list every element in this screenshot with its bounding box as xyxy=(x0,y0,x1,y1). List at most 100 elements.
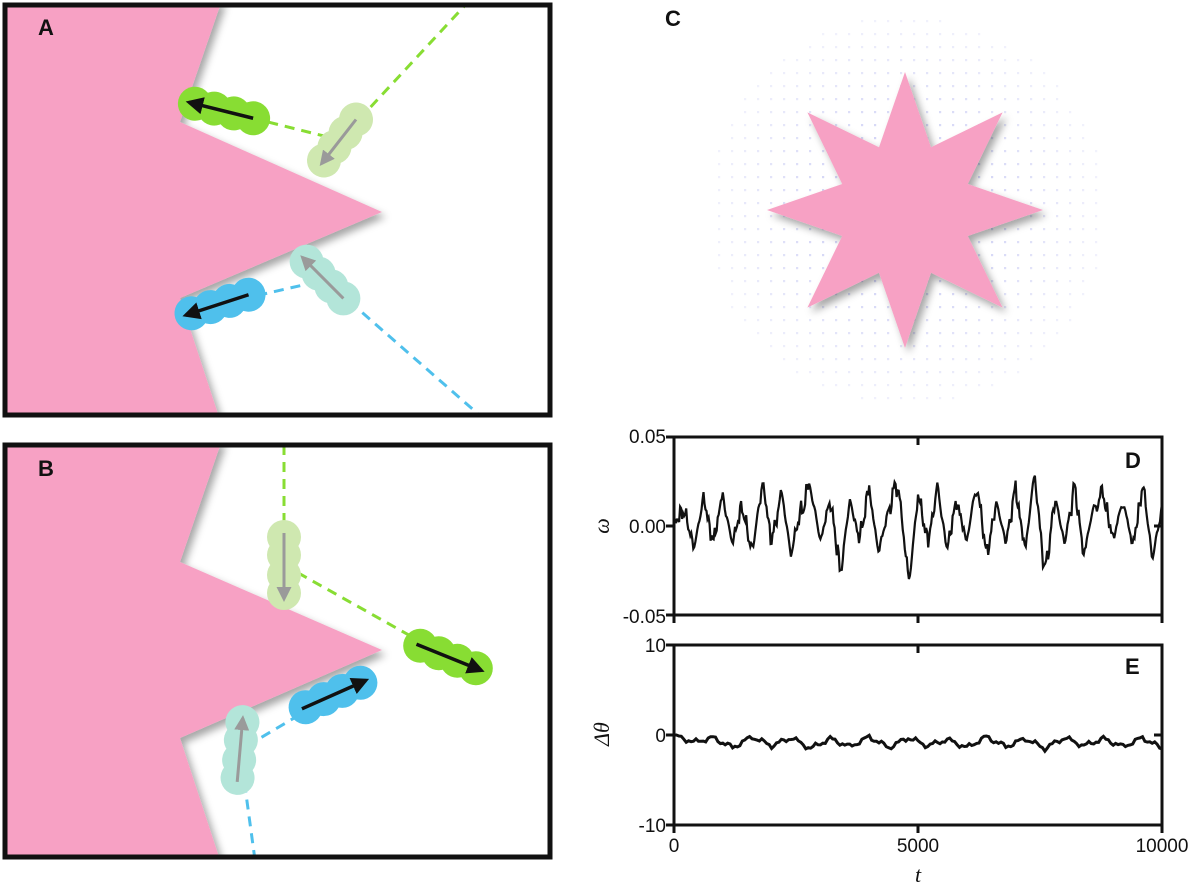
lattice-dot xyxy=(809,163,812,166)
lattice-dot xyxy=(744,319,747,322)
lattice-dot xyxy=(1056,202,1059,205)
lattice-dot xyxy=(913,371,916,374)
lattice-dot xyxy=(1004,332,1007,335)
lattice-dot xyxy=(1069,228,1072,231)
lattice-dot xyxy=(874,85,877,88)
lattice-dot xyxy=(1056,306,1059,309)
lattice-dot xyxy=(965,98,968,101)
lattice-dot xyxy=(861,345,864,348)
lattice-dot xyxy=(874,111,877,114)
lattice-dot xyxy=(796,59,799,62)
lattice-dot xyxy=(835,72,838,75)
lattice-dot xyxy=(1017,306,1020,309)
lattice-dot xyxy=(965,332,968,335)
lattice-dot xyxy=(783,124,786,127)
lattice-dot xyxy=(1030,176,1033,179)
lattice-dot xyxy=(822,33,825,36)
lattice-dot xyxy=(952,85,955,88)
lattice-dot xyxy=(783,228,786,231)
lattice-dot xyxy=(952,72,955,75)
lattice-dot xyxy=(848,72,851,75)
lattice-dot xyxy=(978,254,981,257)
lattice-dot xyxy=(978,332,981,335)
lattice-dot xyxy=(835,111,838,114)
lattice-dot xyxy=(796,267,799,270)
lattice-dot xyxy=(1004,241,1007,244)
lattice-dot xyxy=(1069,267,1072,270)
lattice-dot xyxy=(965,358,968,361)
lattice-dot xyxy=(757,137,760,140)
lattice-dot xyxy=(887,306,890,309)
lattice-dot xyxy=(757,228,760,231)
green-cell-b xyxy=(403,628,493,686)
lattice-dot xyxy=(809,46,812,49)
lattice-dot xyxy=(861,85,864,88)
lattice-dot xyxy=(1056,319,1059,322)
lattice-dot xyxy=(1082,254,1085,257)
lattice-dot xyxy=(1043,150,1046,153)
lattice-dot xyxy=(900,20,903,23)
lattice-dot xyxy=(900,371,903,374)
lattice-dot xyxy=(731,202,734,205)
lattice-dot xyxy=(1017,254,1020,257)
lattice-dot xyxy=(1017,189,1020,192)
lattice-dot xyxy=(809,293,812,296)
lattice-dot xyxy=(861,20,864,23)
lattice-dot xyxy=(926,85,929,88)
lattice-dot xyxy=(1017,332,1020,335)
lattice-dot xyxy=(991,72,994,75)
lattice-dot xyxy=(1069,124,1072,127)
lattice-dot xyxy=(1017,293,1020,296)
lattice-dot xyxy=(1056,267,1059,270)
lattice-dot xyxy=(809,150,812,153)
lattice-dot xyxy=(1017,59,1020,62)
lattice-dot xyxy=(822,254,825,257)
lattice-dot xyxy=(913,384,916,387)
lattice-dot xyxy=(939,33,942,36)
lattice-dot xyxy=(1004,306,1007,309)
lattice-dot xyxy=(965,345,968,348)
lattice-dot xyxy=(1004,85,1007,88)
lattice-dot xyxy=(952,345,955,348)
lattice-dot xyxy=(874,59,877,62)
lattice-dot xyxy=(1056,163,1059,166)
lattice-dot xyxy=(757,267,760,270)
lattice-dot xyxy=(1056,228,1059,231)
lattice-dot xyxy=(796,98,799,101)
lattice-dot xyxy=(1030,280,1033,283)
lattice-dot xyxy=(965,306,968,309)
lattice-dot xyxy=(1017,163,1020,166)
lattice-dot xyxy=(796,111,799,114)
lattice-dot xyxy=(1043,228,1046,231)
lattice-dot xyxy=(952,293,955,296)
lattice-dot xyxy=(1069,163,1072,166)
lattice-dot xyxy=(965,384,968,387)
lattice-dot xyxy=(796,254,799,257)
lattice-dot xyxy=(887,59,890,62)
lattice-dot xyxy=(887,345,890,348)
lattice-dot xyxy=(809,111,812,114)
lattice-dot xyxy=(809,319,812,322)
lattice-dot xyxy=(744,254,747,257)
lattice-dot xyxy=(991,189,994,192)
lattice-dot xyxy=(939,280,942,283)
panel-b-label: B xyxy=(38,456,54,481)
lattice-dot xyxy=(861,111,864,114)
lattice-dot xyxy=(835,332,838,335)
green-cell xyxy=(177,86,271,136)
lattice-dot xyxy=(926,358,929,361)
lattice-dot xyxy=(757,150,760,153)
lattice-dot xyxy=(1056,124,1059,127)
lattice-dot xyxy=(796,85,799,88)
lattice-dot xyxy=(1004,189,1007,192)
lattice-dot xyxy=(1082,163,1085,166)
lattice-dot xyxy=(887,72,890,75)
lattice-dot xyxy=(783,137,786,140)
lattice-dot xyxy=(991,319,994,322)
lattice-dot xyxy=(1056,176,1059,179)
lattice-dot xyxy=(1004,228,1007,231)
e-xtick-0: 0 xyxy=(669,836,680,857)
lattice-dot xyxy=(978,46,981,49)
lattice-dot xyxy=(1004,98,1007,101)
